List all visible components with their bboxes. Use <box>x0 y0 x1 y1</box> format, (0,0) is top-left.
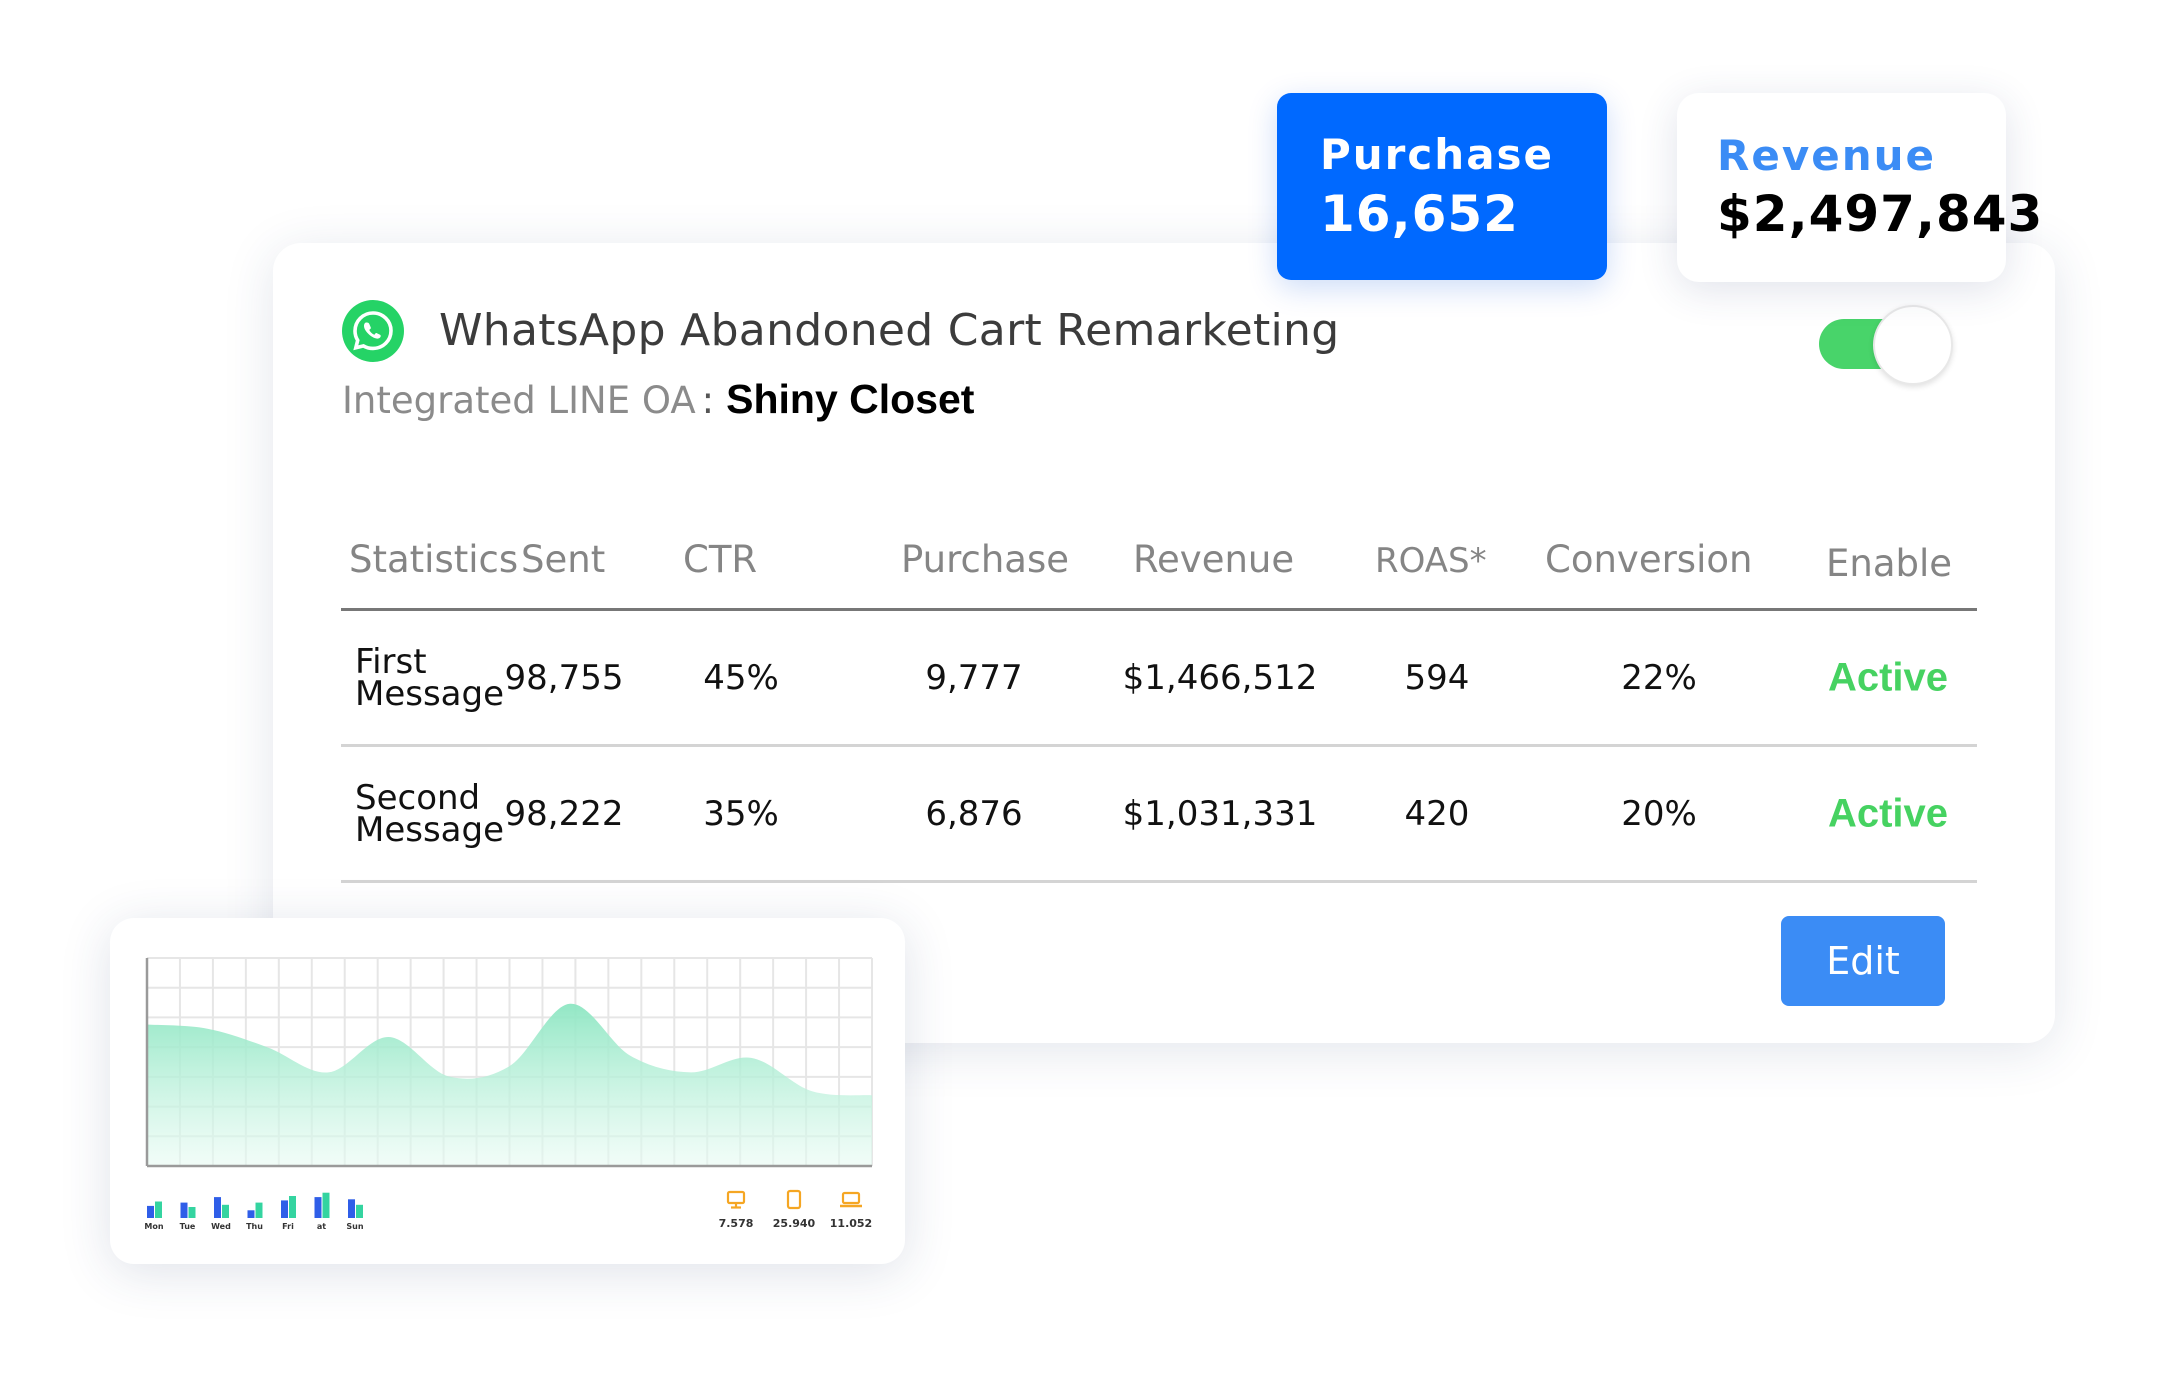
table-row: First Message 98,755 45% 9,777 $1,466,51… <box>341 611 1977 747</box>
table-row: Second Message 98,222 35% 6,876 $1,031,3… <box>341 747 1977 883</box>
header-revenue: Revenue <box>1133 538 1295 581</box>
mini-bar <box>314 1197 322 1218</box>
mini-bar <box>281 1200 288 1218</box>
mini-bar <box>348 1199 355 1218</box>
day-label: at <box>317 1222 326 1231</box>
header-conversion: Conversion <box>1545 538 1753 581</box>
revenue-stat-value: $2,497,843 <box>1717 185 2044 243</box>
area-chart: Mon Tue Wed Thu Fri at Sun 7.578 25.940 11.052 <box>144 957 873 1231</box>
toggle-knob <box>1873 305 1953 385</box>
header-sent: Sent <box>521 538 606 581</box>
row-name: Second Message <box>355 777 505 850</box>
monitor-icon <box>726 1190 746 1209</box>
laptop-icon <box>840 1191 862 1208</box>
header-ctr: CTR <box>683 538 758 581</box>
mini-bar <box>255 1202 263 1218</box>
statistics-table: Statistics Sent CTR Purchase Revenue ROA… <box>341 538 1977 883</box>
device-value: 7.578 <box>719 1217 754 1230</box>
area-series <box>147 1003 872 1166</box>
purchase-stat-label: Purchase <box>1320 130 1555 179</box>
header-purchase: Purchase <box>901 538 1070 581</box>
integrated-label: Integrated LINE OA <box>342 379 696 422</box>
mini-bar <box>147 1205 154 1218</box>
chart-card: Mon Tue Wed Thu Fri at Sun 7.578 25.940 11.052 <box>110 918 905 1264</box>
table-header: Statistics Sent CTR Purchase Revenue ROA… <box>341 538 1977 611</box>
day-label: Tue <box>180 1222 196 1231</box>
integrated-value: Shiny Closet <box>726 376 975 422</box>
tablet-icon <box>786 1189 802 1210</box>
campaign-card: WhatsApp Abandoned Cart Remarketing Inte… <box>273 243 2055 1043</box>
revenue-stat-card: Revenue $2,497,843 <box>1677 93 2042 282</box>
day-label: Wed <box>211 1222 231 1231</box>
day-label: Mon <box>144 1222 163 1231</box>
day-label: Fri <box>282 1222 294 1231</box>
mini-bar <box>214 1197 221 1218</box>
revenue-stat-label: Revenue <box>1717 131 1936 180</box>
mini-bar <box>188 1207 196 1218</box>
row-name: First Message <box>355 641 505 714</box>
day-label: Thu <box>246 1222 263 1231</box>
purchase-stat-card: Purchase 16,652 <box>1277 93 1607 280</box>
mini-bar <box>289 1196 296 1218</box>
day-label: Sun <box>346 1222 363 1231</box>
device-value: 25.940 <box>773 1217 816 1230</box>
header-enable: Enable <box>1826 542 1953 585</box>
mini-bar <box>247 1210 255 1218</box>
separator: : <box>701 379 715 422</box>
edit-button[interactable]: Edit <box>1781 916 1945 1006</box>
device-stats: 7.578 25.940 11.052 <box>719 1189 872 1230</box>
mini-bar <box>222 1204 229 1218</box>
whatsapp-icon <box>342 300 404 362</box>
mini-bar <box>322 1192 330 1218</box>
mini-bar <box>155 1201 162 1218</box>
mini-bar <box>356 1204 363 1218</box>
campaign-title: WhatsApp Abandoned Cart Remarketing <box>439 305 1340 356</box>
enable-toggle[interactable] <box>1819 305 1953 385</box>
header-statistics: Statistics <box>349 538 519 581</box>
purchase-stat-value: 16,652 <box>1320 185 1519 243</box>
device-value: 11.052 <box>830 1217 872 1230</box>
integrated-line-oa: Integrated LINE OA: Shiny Closet <box>342 376 974 423</box>
mini-bar <box>180 1202 188 1218</box>
mini-bar-chart: Mon Tue Wed Thu Fri at Sun <box>144 1192 364 1231</box>
header-roas: ROAS* <box>1375 541 1487 581</box>
